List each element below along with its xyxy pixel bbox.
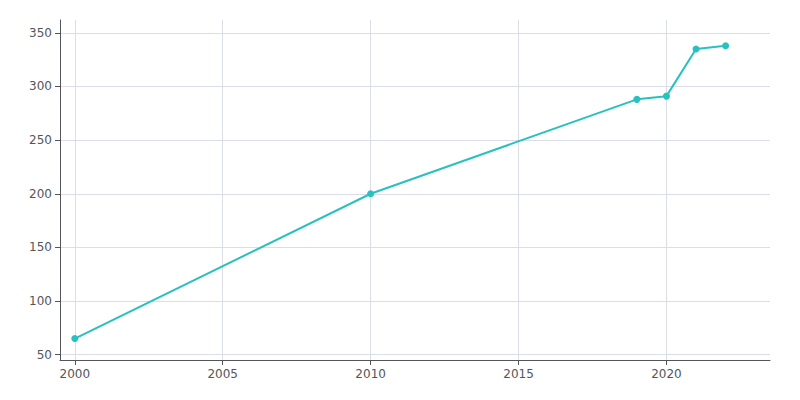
svg-text:200: 200	[29, 187, 52, 201]
svg-text:2000: 2000	[60, 367, 91, 381]
svg-text:2005: 2005	[207, 367, 238, 381]
svg-text:100: 100	[29, 294, 52, 308]
svg-text:150: 150	[29, 240, 52, 254]
svg-text:50: 50	[37, 348, 52, 362]
svg-text:2015: 2015	[503, 367, 534, 381]
svg-text:250: 250	[29, 133, 52, 147]
svg-text:300: 300	[29, 79, 52, 93]
svg-text:350: 350	[29, 26, 52, 40]
svg-text:2020: 2020	[651, 367, 682, 381]
svg-text:2010: 2010	[355, 367, 386, 381]
